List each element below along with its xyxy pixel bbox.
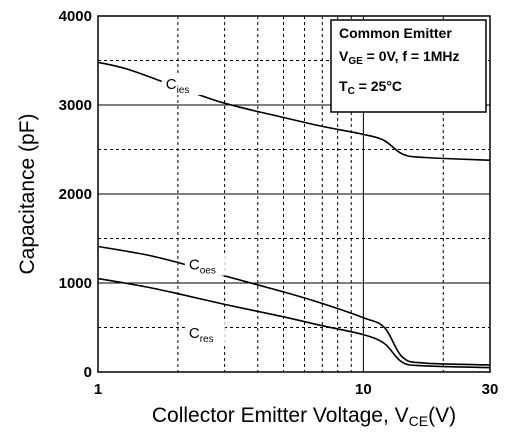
series-layer: Cies Coes Cres bbox=[97, 61, 491, 369]
x-axis-label: Collector Emitter Voltage, VCE(V) bbox=[152, 404, 456, 429]
legend-tc-main: T bbox=[339, 78, 348, 94]
series-label-bg bbox=[184, 322, 225, 345]
x-tick-label: 1 bbox=[94, 381, 102, 398]
x-axis-label-sub: CE bbox=[409, 413, 428, 429]
plot-frame bbox=[97, 15, 491, 373]
series-line-oes bbox=[97, 245, 491, 366]
y-tick-label: 1000 bbox=[59, 275, 92, 292]
x-axis-label-tail: (V) bbox=[428, 404, 456, 427]
series-label-oes: Coes bbox=[189, 257, 216, 277]
y-axis-label: Capacitance (pF) bbox=[16, 113, 39, 274]
y-tick-label: 0 bbox=[84, 364, 92, 381]
series-label-bg bbox=[184, 253, 225, 276]
legend-vge-tail: = 0V, f = 1MHz bbox=[363, 48, 460, 64]
legend-vge-sub: GE bbox=[348, 56, 363, 67]
legend-tc-tail: = 25°C bbox=[355, 78, 402, 94]
tick-labels: 0 1000 2000 3000 4000 1 10 30 bbox=[59, 8, 499, 398]
x-tick-label: 30 bbox=[482, 381, 499, 398]
legend-line-vge: VGE = 0V, f = 1MHz bbox=[339, 48, 460, 67]
y-tick-label: 3000 bbox=[59, 97, 92, 114]
series-label-ies: Cies bbox=[166, 76, 190, 96]
legend-line-common-emitter: Common Emitter bbox=[339, 25, 452, 41]
legend-line-tc: TC = 25°C bbox=[339, 78, 402, 97]
x-tick-label: 10 bbox=[355, 381, 372, 398]
series-label-bg bbox=[161, 72, 202, 95]
legend-vge-main: V bbox=[339, 48, 349, 64]
series-line-res bbox=[97, 277, 491, 369]
legend-tc-sub: C bbox=[348, 86, 355, 97]
series-label-res: Cres bbox=[189, 325, 214, 345]
legend-box: Common Emitter VGE = 0V, f = 1MHz TC = 2… bbox=[330, 19, 487, 113]
y-tick-label: 4000 bbox=[59, 8, 92, 25]
legend-frame bbox=[330, 19, 487, 113]
y-tick-label: 2000 bbox=[59, 186, 92, 203]
x-axis-label-main: Collector Emitter Voltage, V bbox=[152, 404, 409, 427]
